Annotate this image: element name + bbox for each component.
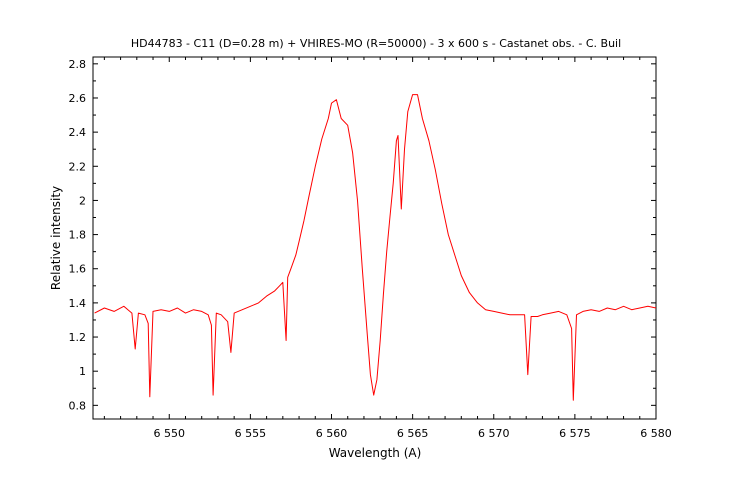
y-tick-label: 2.4 bbox=[69, 126, 87, 139]
y-tick-label: 1.4 bbox=[69, 297, 87, 310]
y-tick-label: 2.2 bbox=[69, 160, 87, 173]
y-tick-label: 1.2 bbox=[69, 331, 87, 344]
x-tick-label: 6 575 bbox=[559, 427, 591, 440]
x-axis-label: Wavelength (A) bbox=[329, 446, 422, 460]
y-tick-label: 1.8 bbox=[69, 229, 87, 242]
y-tick-label: 1.6 bbox=[69, 263, 87, 276]
x-tick-label: 6 580 bbox=[640, 427, 672, 440]
y-tick-label: 0.8 bbox=[69, 399, 87, 412]
plot-frame bbox=[92, 56, 657, 420]
x-tick-label: 6 570 bbox=[478, 427, 510, 440]
chart-title: HD44783 - C11 (D=0.28 m) + VHIRES-MO (R=… bbox=[131, 37, 621, 50]
y-tick-label: 2.8 bbox=[69, 58, 87, 71]
x-tick-label: 6 565 bbox=[397, 427, 429, 440]
y-axis-label: Relative intensity bbox=[49, 186, 63, 290]
x-tick-label: 6 555 bbox=[235, 427, 267, 440]
x-tick-label: 6 550 bbox=[154, 427, 186, 440]
y-tick-label: 2.6 bbox=[69, 92, 87, 105]
axis-ticks: 0.8 1 1.2 1.4 1.6 1.8 2 2.2 2.4 2.6 2.8 6 550 6 555 6… bbox=[69, 57, 672, 440]
y-tick-label: 2 bbox=[79, 194, 86, 207]
x-tick-label: 6 560 bbox=[316, 427, 348, 440]
series-group bbox=[94, 94, 657, 401]
y-tick-label: 1 bbox=[79, 365, 86, 378]
series-line bbox=[94, 94, 657, 401]
